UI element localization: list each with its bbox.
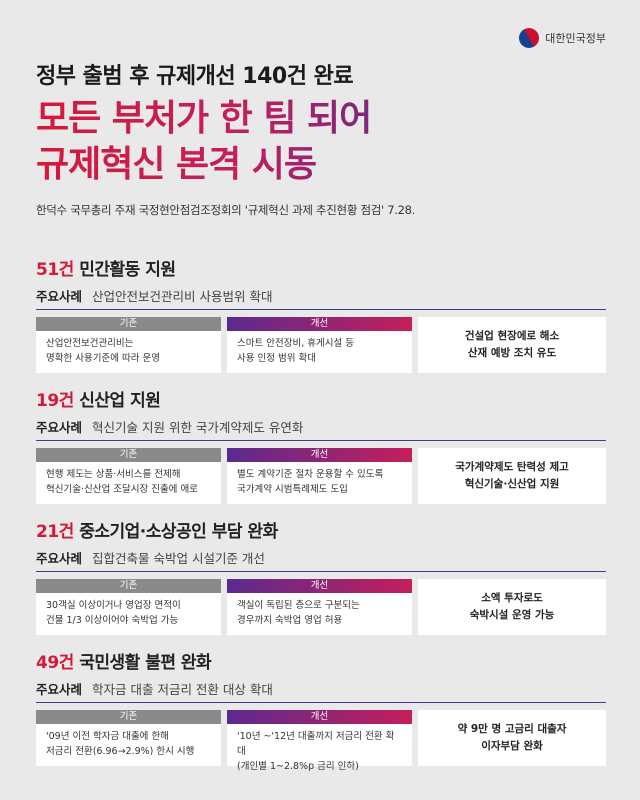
after-line: 객실이 독립된 층으로 구분되는 [237, 600, 360, 611]
page-title-line-1: 모든 부처가 한 팀 되어 [36, 96, 606, 142]
after-line: '10년 ~'12년 대출까지 저금리 전환 확대 [237, 731, 395, 757]
after-box: 개선 별도 계약기준 절차 운용할 수 있도록 국가계약 시범특례제도 도입 [227, 448, 412, 504]
after-line: 경우까지 숙박업 영업 허용 [237, 615, 343, 626]
before-box: 기존 산업안전보건관리비는 명확한 사용기준에 따라 운영 [36, 317, 221, 373]
case-text: 혁신기술 지원 위한 국가계약제도 유연화 [92, 420, 304, 435]
section-sme-support: 21건 중소기업·소상공인 부담 완화 주요사례 집합건축물 숙박업 시설기준 … [36, 520, 606, 651]
page-title-line-2: 규제혁신 본격 시동 [36, 142, 606, 188]
before-header: 기존 [36, 448, 221, 462]
before-header: 기존 [36, 579, 221, 593]
case-label: 주요사례 [36, 682, 83, 697]
after-header: 개선 [227, 448, 412, 462]
section-title: 19건 신산업 지원 [36, 389, 606, 413]
case-text: 산업안전보건관리비 사용범위 확대 [92, 289, 273, 304]
result-line: 이자부담 완화 [481, 740, 543, 752]
after-line: 국가계약 시범특례제도 도입 [237, 484, 348, 495]
case-line: 주요사례 혁신기술 지원 위한 국가계약제도 유연화 [36, 419, 606, 441]
before-header: 기존 [36, 710, 221, 724]
before-line: 저금리 전환(6.96→2.9%) 한시 시행 [46, 746, 195, 757]
case-line: 주요사례 집합건축물 숙박업 시설기준 개선 [36, 550, 606, 572]
section-title-text: 신산업 지원 [79, 391, 161, 411]
section-count: 51건 [36, 260, 74, 280]
before-line: 명확한 사용기준에 따라 운영 [46, 353, 160, 364]
section-civil-activity: 51건 민간활동 지원 주요사례 산업안전보건관리비 사용범위 확대 기존 산업… [36, 258, 606, 389]
page-subtitle: 정부 출범 후 규제개선 140건 완료 [36, 64, 354, 89]
section-count: 49건 [36, 653, 74, 673]
after-box: 개선 객실이 독립된 층으로 구분되는 경우까지 숙박업 영업 허용 [227, 579, 412, 635]
before-box: 기존 30객실 이상이거나 영업장 면적이 건물 1/3 이상이어야 숙박업 가… [36, 579, 221, 635]
comparison-row: 기존 산업안전보건관리비는 명확한 사용기준에 따라 운영 개선 스마트 안전장… [36, 317, 606, 373]
section-title: 51건 민간활동 지원 [36, 258, 606, 282]
before-body: '09년 이전 학자금 대출에 한해 저금리 전환(6.96→2.9%) 한시 … [36, 724, 221, 766]
comparison-row: 기존 '09년 이전 학자금 대출에 한해 저금리 전환(6.96→2.9%) … [36, 710, 606, 772]
before-line: 30객실 이상이거나 영업장 면적이 [46, 600, 181, 611]
case-line: 주요사례 학자금 대출 저금리 전환 대상 확대 [36, 681, 606, 703]
comparison-row: 기존 30객실 이상이거나 영업장 면적이 건물 1/3 이상이어야 숙박업 가… [36, 579, 606, 635]
section-count: 19건 [36, 391, 74, 411]
comparison-row: 기존 현행 제도는 상품·서비스를 전제해 혁신기술·신산업 조달시장 진출에 … [36, 448, 606, 504]
before-body: 30객실 이상이거나 영업장 면적이 건물 1/3 이상이어야 숙박업 가능 [36, 593, 221, 635]
case-text: 학자금 대출 저금리 전환 대상 확대 [92, 682, 273, 697]
case-label: 주요사례 [36, 420, 83, 435]
case-label: 주요사례 [36, 551, 83, 566]
before-line: '09년 이전 학자금 대출에 한해 [46, 731, 169, 742]
after-box: 개선 스마트 안전장비, 휴게시설 등 사용 인정 범위 확대 [227, 317, 412, 373]
result-line: 국가계약제도 탄력성 제고 [455, 461, 569, 473]
result-box: 소액 투자로도 숙박시설 운영 가능 [418, 579, 606, 635]
before-body: 현행 제도는 상품·서비스를 전제해 혁신기술·신산업 조달시장 진출에 애로 [36, 462, 221, 504]
header: 정부 출범 후 규제개선 140건 완료 모든 부처가 한 팀 되어 규제혁신 … [36, 58, 606, 218]
section-title-text: 민간활동 지원 [79, 260, 176, 280]
after-header: 개선 [227, 579, 412, 593]
section-count: 21건 [36, 522, 74, 542]
before-box: 기존 '09년 이전 학자금 대출에 한해 저금리 전환(6.96→2.9%) … [36, 710, 221, 766]
section-title-text: 중소기업·소상공인 부담 완화 [79, 522, 278, 542]
sections: 51건 민간활동 지원 주요사례 산업안전보건관리비 사용범위 확대 기존 산업… [36, 258, 606, 782]
after-line: 별도 계약기준 절차 운용할 수 있도록 [237, 469, 384, 480]
result-line: 건설업 현장에로 해소 [464, 330, 560, 342]
before-box: 기존 현행 제도는 상품·서비스를 전제해 혁신기술·신산업 조달시장 진출에 … [36, 448, 221, 504]
meeting-info: 한덕수 국무총리 주재 국정현안점검조정회의 '규제혁신 과제 추진현황 점검'… [36, 203, 416, 217]
result-box: 국가계약제도 탄력성 제고 혁신기술·신산업 지원 [418, 448, 606, 504]
section-title: 21건 중소기업·소상공인 부담 완화 [36, 520, 606, 544]
result-box: 약 9만 명 고금리 대출자 이자부담 완화 [418, 710, 606, 766]
before-body: 산업안전보건관리비는 명확한 사용기준에 따라 운영 [36, 331, 221, 373]
after-header: 개선 [227, 710, 412, 724]
after-line: (개인별 1~2.8%p 금리 인하) [237, 761, 359, 772]
before-header: 기존 [36, 317, 221, 331]
result-line: 소액 투자로도 [481, 592, 543, 604]
after-line: 스마트 안전장비, 휴게시설 등 [237, 338, 354, 349]
case-text: 집합건축물 숙박업 시설기준 개선 [92, 551, 265, 566]
after-header: 개선 [227, 317, 412, 331]
after-box: 개선 '10년 ~'12년 대출까지 저금리 전환 확대 (개인별 1~2.8%… [227, 710, 412, 772]
result-line: 약 9만 명 고금리 대출자 [457, 723, 567, 735]
government-logo: 대한민국정부 [515, 24, 606, 52]
after-body: 별도 계약기준 절차 운용할 수 있도록 국가계약 시범특례제도 도입 [227, 462, 412, 504]
after-body: 객실이 독립된 층으로 구분되는 경우까지 숙박업 영업 허용 [227, 593, 412, 635]
result-line: 숙박시설 운영 가능 [469, 609, 555, 621]
taegeuk-emblem-icon [515, 24, 543, 52]
after-body: 스마트 안전장비, 휴게시설 등 사용 인정 범위 확대 [227, 331, 412, 373]
before-line: 산업안전보건관리비는 [46, 338, 134, 349]
case-line: 주요사례 산업안전보건관리비 사용범위 확대 [36, 288, 606, 310]
section-title-text: 국민생활 불편 완화 [79, 653, 212, 673]
before-line: 혁신기술·신산업 조달시장 진출에 애로 [46, 484, 198, 495]
before-line: 현행 제도는 상품·서비스를 전제해 [46, 469, 181, 480]
section-new-industry: 19건 신산업 지원 주요사례 혁신기술 지원 위한 국가계약제도 유연화 기존… [36, 389, 606, 520]
section-title: 49건 국민생활 불편 완화 [36, 651, 606, 675]
case-label: 주요사례 [36, 289, 83, 304]
logo-text: 대한민국정부 [545, 32, 606, 45]
result-box: 건설업 현장에로 해소 산재 예방 조치 유도 [418, 317, 606, 373]
section-daily-life: 49건 국민생활 불편 완화 주요사례 학자금 대출 저금리 전환 대상 확대 … [36, 651, 606, 782]
after-line: 사용 인정 범위 확대 [237, 353, 316, 364]
result-line: 산재 예방 조치 유도 [467, 347, 557, 359]
before-line: 건물 1/3 이상이어야 숙박업 가능 [46, 615, 179, 626]
result-line: 혁신기술·신산업 지원 [464, 478, 560, 490]
after-body: '10년 ~'12년 대출까지 저금리 전환 확대 (개인별 1~2.8%p 금… [227, 724, 412, 772]
